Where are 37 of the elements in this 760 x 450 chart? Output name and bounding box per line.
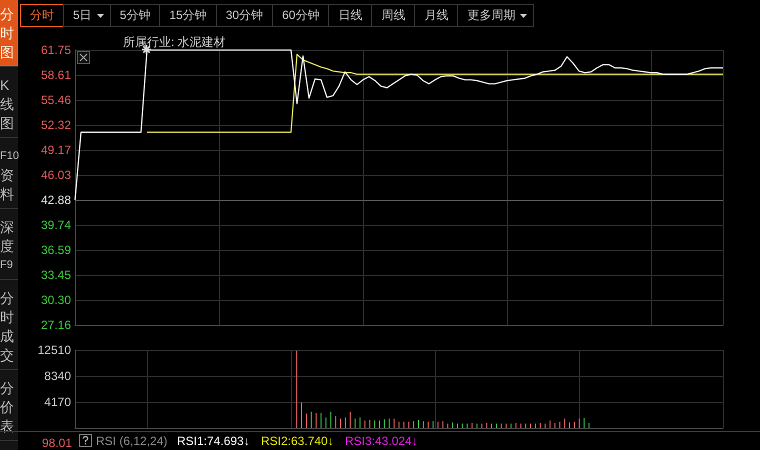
y-tick-label: 46.03 xyxy=(40,168,72,182)
y-tick-label: 30.30 xyxy=(40,293,72,308)
text: K线图 xyxy=(0,76,15,133)
text: 15分钟 xyxy=(169,8,207,22)
text: 日线 xyxy=(338,8,362,22)
y-tick-label: 12510 xyxy=(38,343,72,357)
chart-title: 所属行业: 水泥建材 xyxy=(123,35,226,49)
y-tick-label: 39.74 xyxy=(40,218,72,232)
text: 周线 xyxy=(381,8,406,22)
text: 深度F9 xyxy=(0,218,15,273)
text: 月线 xyxy=(424,8,448,22)
y-tick-label: 36.59 xyxy=(40,243,72,258)
line-series xyxy=(146,54,724,133)
text: F10资料 xyxy=(0,149,19,204)
text: RSI2:63.740↓ xyxy=(261,434,334,448)
y-tick-label: 4170 xyxy=(44,395,72,409)
y-tick-label: 55.46 xyxy=(40,93,72,108)
text: 分时图 xyxy=(0,5,15,62)
y-tick-label: 49.17 xyxy=(40,143,72,158)
text: 5日 xyxy=(73,8,92,22)
text: 30分钟 xyxy=(226,8,264,22)
text: 分时成交 xyxy=(0,289,15,365)
text: 分时 xyxy=(30,8,54,22)
y-tick-label: 27.16 xyxy=(40,318,72,332)
text: RSI (6,12,24) xyxy=(96,434,168,448)
y-tick-label: 58.61 xyxy=(40,68,72,82)
y-tick-label: 33.45 xyxy=(40,268,72,282)
text: RSI3:43.024↓ xyxy=(345,434,418,448)
text: 5分钟 xyxy=(120,8,150,22)
y-tick-label: 52.32 xyxy=(40,118,72,132)
text: 60分钟 xyxy=(282,8,320,22)
text: 98.01 xyxy=(42,436,72,450)
text: RSI1:74.693↓ xyxy=(177,434,250,448)
text: 更多周期 xyxy=(467,8,516,22)
y-tick-label: 61.75 xyxy=(40,43,72,57)
y-tick-label: 42.88 xyxy=(40,193,72,208)
y-tick-label: 8340 xyxy=(44,369,72,383)
